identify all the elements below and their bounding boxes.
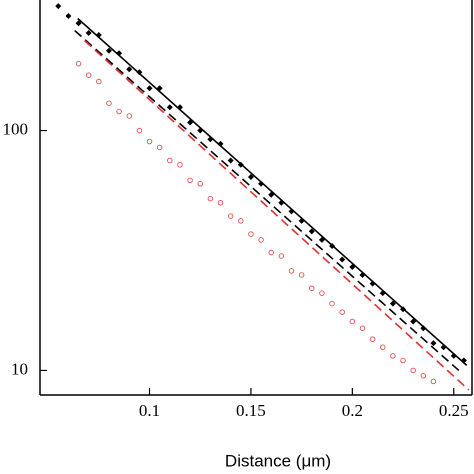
fit-line [74,29,460,372]
point [308,228,315,235]
point [339,309,345,315]
y-tick-label: 100 [3,119,29,138]
y-tick-label: 10 [11,359,28,378]
point [146,85,153,92]
point [430,340,437,347]
point [105,47,112,54]
point [410,367,416,374]
point [106,100,112,106]
point [258,237,264,243]
point [390,353,396,359]
point [288,268,295,274]
point [85,72,92,78]
point [238,218,244,224]
point [309,285,315,292]
point [349,318,356,325]
point [329,300,335,307]
point [96,78,102,85]
fit-line [77,17,468,366]
fit-line [84,40,470,391]
point [339,256,346,263]
point [197,127,204,134]
point [430,378,437,385]
point [136,69,143,76]
point [268,249,274,256]
point [65,13,72,20]
point [389,300,396,307]
point [227,213,234,219]
point [75,20,82,27]
point [166,104,173,111]
point [146,138,153,145]
point [126,66,133,73]
point [278,253,285,259]
point [167,157,173,164]
point [380,344,386,350]
point [258,180,265,187]
point [85,29,92,36]
point [197,181,203,187]
point [126,113,132,119]
x-axis-title: Distance (μm) [225,451,331,470]
x-tick-label: 0.1 [139,401,160,420]
point [420,325,427,332]
x-tick-label: 0.15 [236,401,266,420]
point [227,157,234,164]
point [359,325,366,331]
x-tick-label: 0.2 [342,401,363,420]
point [247,174,254,181]
point [187,177,193,184]
point [400,357,406,364]
point [55,3,62,10]
point [177,162,183,168]
point [136,127,143,134]
point [298,272,305,278]
point [248,231,254,237]
x-tick-label: 0.25 [439,401,469,420]
point [217,199,224,206]
point [207,195,214,202]
point [75,60,82,67]
point [116,108,122,115]
point [420,373,427,379]
point [156,144,163,151]
point [319,290,325,296]
point [369,336,376,342]
